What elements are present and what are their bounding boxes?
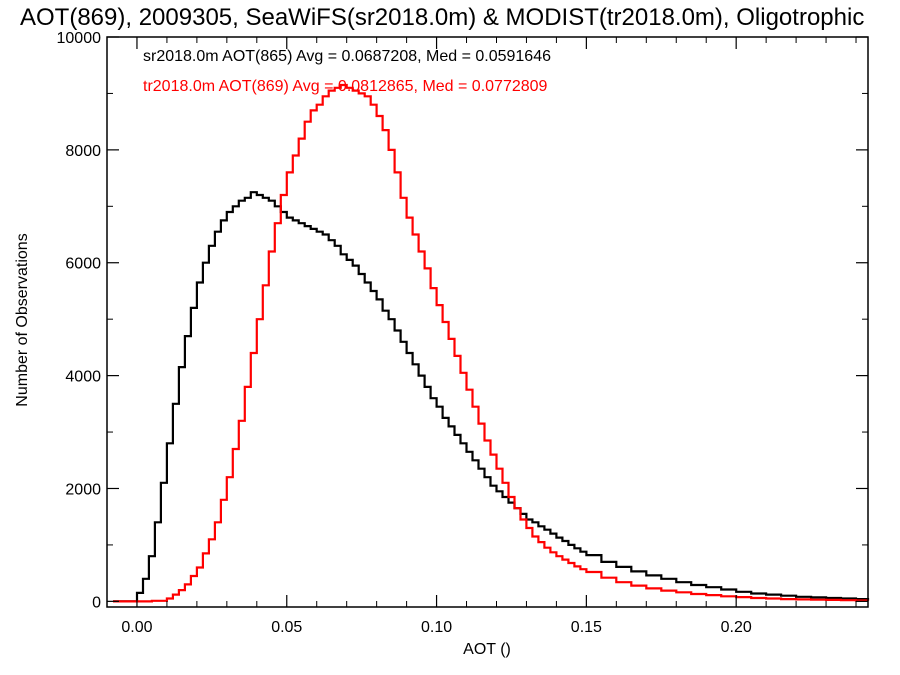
- y-axis-label: Number of Observations: [14, 233, 31, 406]
- y-tick-label: 0: [92, 594, 101, 611]
- series-line-sr2018: [113, 191, 870, 603]
- x-tick-label: 0.15: [571, 619, 602, 636]
- x-tick-label: 0.00: [121, 619, 152, 636]
- chart-title: AOT(869), 2009305, SeaWiFS(sr2018.0m) & …: [20, 4, 864, 31]
- y-tick-label: 2000: [65, 481, 101, 498]
- y-tick-label: 10000: [57, 30, 102, 47]
- legend-entry-red: tr2018.0m AOT(869) Avg = 0.0812865, Med …: [143, 78, 548, 95]
- y-tick-label: 6000: [65, 256, 101, 273]
- y-axis: 0 2000 4000 6000 8000 10000: [57, 30, 868, 611]
- legend-entry-black: sr2018.0m AOT(865) Avg = 0.0687208, Med …: [143, 48, 551, 65]
- x-tick-label: 0.05: [271, 619, 302, 636]
- series-layer: [113, 83, 870, 603]
- y-tick-label: 4000: [65, 369, 101, 386]
- series-line-tr2018: [113, 83, 870, 603]
- y-tick-label: 8000: [65, 143, 101, 160]
- x-tick-label: 0.10: [421, 619, 452, 636]
- x-tick-label: 0.20: [721, 619, 752, 636]
- x-axis-label: AOT (): [463, 641, 511, 658]
- plot-frame: [106, 36, 869, 608]
- x-axis: 0.00 0.05 0.10 0.15 0.20: [121, 37, 857, 636]
